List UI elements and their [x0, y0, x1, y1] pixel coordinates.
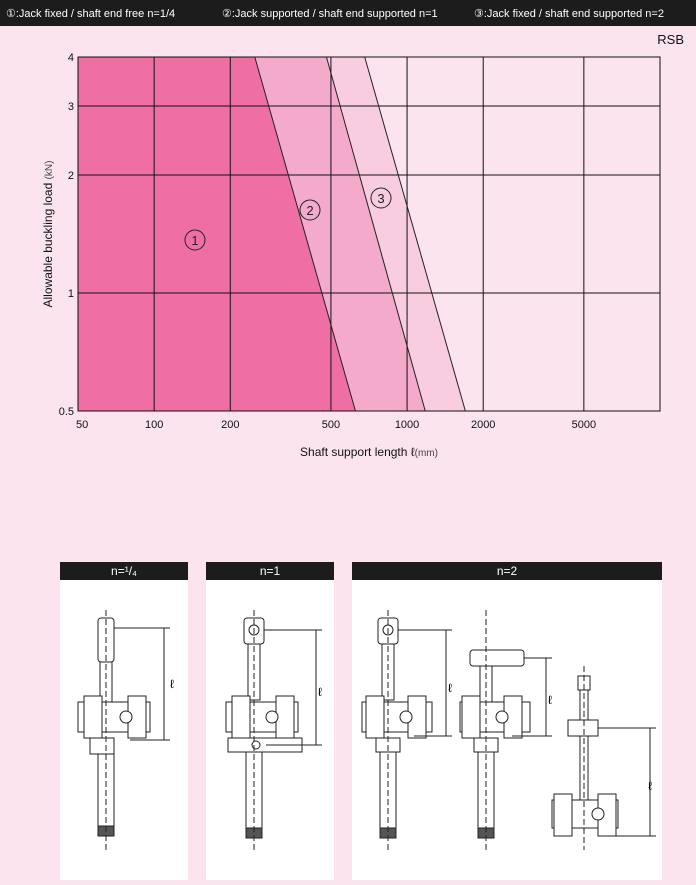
y-tick-label: 2 [68, 170, 74, 182]
y-axis-label: Allowable buckling load (kN) [41, 161, 55, 308]
length-symbol-two-b: ℓ [548, 693, 552, 707]
region-marker-circle [370, 187, 392, 209]
x-tick-label: 1000 [395, 419, 419, 431]
y-tick-label: 4 [68, 52, 74, 64]
region-marker-label: 2 [306, 203, 313, 218]
y-tick-label: 0.5 [59, 406, 74, 418]
y-tick-label: 1 [68, 288, 74, 300]
diagram-title-one: n=1 [206, 562, 334, 580]
region-marker-circle [184, 229, 206, 251]
diagram-panel-two: n=2 [352, 562, 662, 880]
diagram-title-quarter: n=¹/₄ [60, 562, 188, 580]
diagram-panel-quarter: n=¹/₄ ℓ [60, 562, 188, 880]
y-tick-label: 3 [68, 101, 74, 113]
x-tick-label: 50 [76, 419, 88, 431]
x-tick-label: 500 [322, 419, 340, 431]
boundary-line [364, 56, 466, 412]
boundary-line [325, 56, 426, 412]
x-tick-label: 200 [221, 419, 239, 431]
length-symbol-quarter: ℓ [170, 677, 174, 691]
length-symbol-one: ℓ [318, 685, 322, 699]
x-axis-label: Shaft support length ℓ(mm) [300, 445, 438, 459]
region-1 [78, 57, 356, 411]
jack-diagrams-fixed-supported: ℓ ℓ ℓ [361, 610, 656, 850]
x-tick-label: 5000 [572, 419, 596, 431]
legend-item-2: ②:Jack supported / shaft end supported n… [222, 8, 438, 20]
buckling-load-chart: 50 100 200 500 1000 2000 5000 4 3 2 1 0.5 1 2 3 Shaft s… [41, 52, 661, 459]
jack-diagram-fixed-free: ℓ [77, 610, 174, 850]
jack-diagram-supported-supported: ℓ [225, 610, 322, 850]
region-marker-circle [299, 199, 321, 221]
condition-legend-bar: ①:Jack fixed / shaft end free n=1/4 ②:Ja… [0, 0, 696, 26]
length-symbol-two-c: ℓ [648, 779, 652, 793]
length-symbol-two-a: ℓ [448, 681, 452, 695]
x-tick-label: 2000 [471, 419, 495, 431]
diagram-panel-one: n=1 ℓ [206, 562, 334, 880]
plot-frame [77, 56, 661, 412]
x-tick-label: 100 [145, 419, 163, 431]
model-tag: RSB [657, 32, 684, 47]
region-marker-label: 3 [377, 191, 384, 206]
boundary-line [254, 56, 356, 412]
diagram-title-two: n=2 [352, 562, 662, 580]
legend-item-1: ①:Jack fixed / shaft end free n=1/4 [6, 8, 176, 20]
legend-item-3: ③:Jack fixed / shaft end supported n=2 [474, 8, 664, 20]
region-marker-label: 1 [191, 233, 198, 248]
